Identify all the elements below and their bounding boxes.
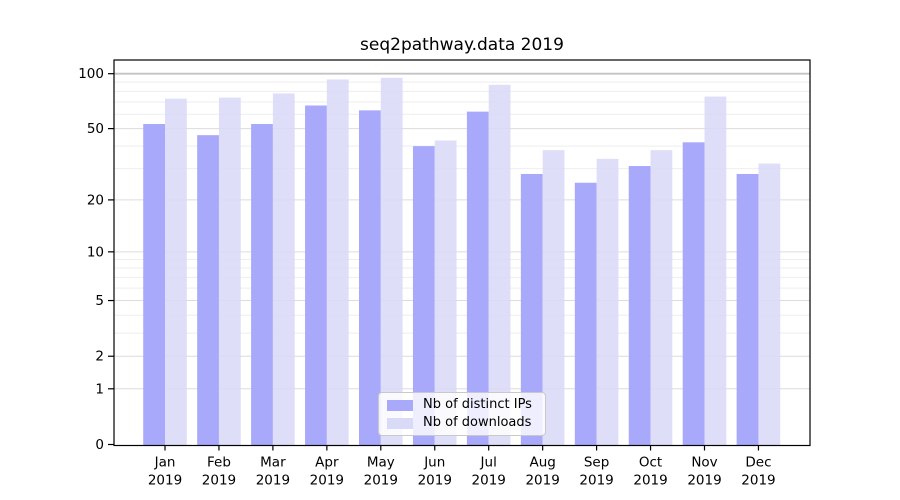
x-axis-tick-label-year: 2019 xyxy=(579,473,613,489)
bar-downloads-mar xyxy=(272,93,295,446)
x-axis-tick-label-month: May xyxy=(367,455,395,471)
bar-downloads-jan xyxy=(165,98,187,446)
legend-row-distinct-ips: Nb of distinct IPs xyxy=(387,397,537,413)
y-axis-tick-label: 20 xyxy=(87,192,104,208)
x-axis-tick-label-month: Oct xyxy=(639,455,662,471)
x-axis-tick-label-year: 2019 xyxy=(633,473,667,489)
y-axis-tick-label: 2 xyxy=(95,349,104,365)
x-axis-tick-label-month: Feb xyxy=(207,455,231,471)
x-axis-tick-label-year: 2019 xyxy=(202,473,236,489)
x-axis-tick-label-month: Jun xyxy=(423,455,445,471)
bar-distinct-ips-nov xyxy=(682,142,705,446)
bar-downloads-nov xyxy=(704,96,727,446)
plot-border xyxy=(113,59,811,447)
x-axis-tick-label-month: Nov xyxy=(691,455,717,471)
legend-label-downloads: Nb of downloads xyxy=(423,415,532,430)
bar-distinct-ips-jan xyxy=(143,124,165,446)
y-axis-tick-label: 100 xyxy=(78,66,104,82)
x-axis-tick-label-year: 2019 xyxy=(256,473,290,489)
bar-downloads-may xyxy=(380,77,403,446)
x-axis-tick-label-year: 2019 xyxy=(741,473,775,489)
x-axis-tick-label-year: 2019 xyxy=(418,473,452,489)
bar-distinct-ips-mar xyxy=(251,124,273,446)
bar-downloads-aug xyxy=(542,150,565,446)
bar-distinct-ips-sep xyxy=(574,182,597,446)
x-axis-tick-label-month: Jul xyxy=(480,455,497,471)
y-axis-tick-label: 1 xyxy=(95,381,104,397)
legend-label-distinct-ips: Nb of distinct IPs xyxy=(423,397,532,412)
bar-distinct-ips-oct xyxy=(628,166,651,446)
bar-distinct-ips-feb xyxy=(197,135,219,446)
x-axis-tick-label-month: Jan xyxy=(154,455,176,471)
legend-swatch-distinct-ips xyxy=(387,399,413,411)
x-axis-tick-label-year: 2019 xyxy=(364,473,398,489)
y-axis-tick-label: 50 xyxy=(87,121,104,137)
bar-downloads-apr xyxy=(326,79,349,446)
bar-downloads-feb xyxy=(218,97,241,446)
bar-distinct-ips-dec xyxy=(736,173,759,446)
bar-distinct-ips-apr xyxy=(305,105,327,446)
x-axis-tick-label-month: Apr xyxy=(315,455,339,471)
x-axis-tick-label-year: 2019 xyxy=(687,473,721,489)
legend: Nb of distinct IPs Nb of downloads xyxy=(378,392,546,436)
x-axis-tick-label-month: Dec xyxy=(745,455,771,471)
x-axis-tick-label-year: 2019 xyxy=(310,473,344,489)
y-axis-tick-label: 10 xyxy=(87,244,104,260)
x-axis-tick-label-month: Mar xyxy=(260,455,286,471)
bar-downloads-dec xyxy=(758,163,781,446)
x-axis-tick-label-year: 2019 xyxy=(148,473,182,489)
bar-distinct-ips-aug xyxy=(520,173,543,446)
bar-downloads-jun xyxy=(434,140,457,446)
chart-title: seq2pathway.data 2019 xyxy=(360,35,564,55)
bar-downloads-oct xyxy=(650,150,673,446)
bar-downloads-sep xyxy=(596,158,619,446)
x-axis-tick-label-month: Aug xyxy=(529,455,555,471)
bar-distinct-ips-jul xyxy=(466,111,489,446)
bar-distinct-ips-may xyxy=(359,110,381,446)
x-axis-tick-label-year: 2019 xyxy=(472,473,506,489)
y-axis-tick-label: 0 xyxy=(95,437,104,453)
legend-swatch-downloads xyxy=(387,417,413,429)
y-axis-tick-label: 5 xyxy=(95,293,104,309)
bar-distinct-ips-jun xyxy=(412,146,435,446)
bar-downloads-jul xyxy=(488,84,511,446)
legend-row-downloads: Nb of downloads xyxy=(387,415,537,431)
x-axis-tick-label-month: Sep xyxy=(584,455,609,471)
x-axis-tick-label-year: 2019 xyxy=(525,473,559,489)
